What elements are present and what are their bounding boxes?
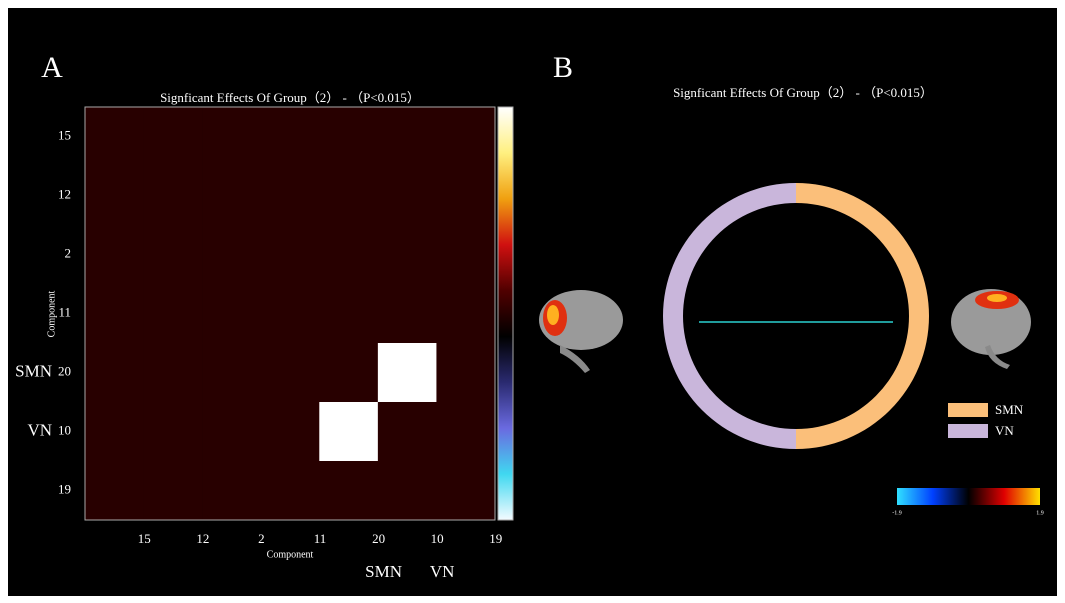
legend-label: SMN <box>995 402 1024 417</box>
heatmap-cell <box>85 107 144 167</box>
heatmap-cell <box>436 402 496 462</box>
heatmap-cell <box>202 402 262 462</box>
colorbar <box>897 488 1040 505</box>
y-tick-label: 12 <box>58 186 71 201</box>
panel-label: B <box>553 51 573 84</box>
y-tick-label: 19 <box>58 481 71 496</box>
heatmap-cell <box>260 225 320 285</box>
heatmap-cell <box>377 284 437 344</box>
chart-title: Signficant Effects Of Group（2） - （P<0.01… <box>160 90 420 105</box>
panel-label: A <box>41 51 63 84</box>
x-tick-label: 10 <box>431 531 444 546</box>
brain-left <box>539 290 623 373</box>
heatmap-cell <box>319 402 379 462</box>
heatmap-cell <box>319 284 379 344</box>
x-tick-label: 2 <box>258 531 265 546</box>
heatmap-cell <box>436 461 496 521</box>
legend-swatch <box>948 403 988 417</box>
heatmap-cell <box>377 402 437 462</box>
x-axis-label: Component <box>267 549 314 560</box>
y-tick-label: 2 <box>65 245 72 260</box>
heatmap-cell <box>202 225 262 285</box>
colorbar <box>497 106 514 521</box>
heatmap-cell <box>377 343 437 403</box>
y-tick-label: 15 <box>58 127 71 142</box>
x-tick-label: 15 <box>138 531 151 546</box>
heatmap-cell <box>143 107 203 167</box>
y-axis-label: Component <box>46 290 57 337</box>
chord-arc <box>796 183 929 449</box>
heatmap-cell <box>260 402 320 462</box>
heatmap-cell <box>85 461 144 521</box>
x-tick-label: 12 <box>196 531 209 546</box>
heatmap-cell <box>202 461 262 521</box>
heatmap-cell <box>143 402 203 462</box>
y-tick-label: 10 <box>58 422 71 437</box>
colorbar-tick-label: -1.9 <box>892 510 902 516</box>
heatmap-cell <box>436 343 496 403</box>
x-tick-label: 11 <box>314 531 327 546</box>
heatmap-cell <box>85 166 144 226</box>
heatmap-cell <box>143 166 203 226</box>
heatmap-cell <box>319 343 379 403</box>
brain-right <box>951 289 1031 369</box>
heatmap-cell <box>260 461 320 521</box>
network-label: VN <box>430 562 455 581</box>
network-label: SMN <box>365 562 402 581</box>
heatmap-cell <box>143 461 203 521</box>
network-label: SMN <box>15 361 52 380</box>
heatmap-cell <box>319 107 379 167</box>
heatmap-cell <box>143 284 203 344</box>
heatmap-cell <box>319 166 379 226</box>
heatmap-cell <box>85 284 144 344</box>
plot-frame <box>84 106 496 521</box>
heatmap-cell <box>436 284 496 344</box>
heatmap-cell <box>202 166 262 226</box>
heatmap-cell <box>85 225 144 285</box>
network-label: VN <box>27 420 52 439</box>
heatmap-cell <box>202 107 262 167</box>
heatmap-cell <box>436 166 496 226</box>
colorbar-tick-label: 1.9 <box>1036 510 1044 516</box>
chord-arc <box>663 183 796 449</box>
heatmap-cell <box>260 107 320 167</box>
chart-title: Signficant Effects Of Group（2） - （P<0.01… <box>673 85 933 100</box>
heatmap-cell <box>377 107 437 167</box>
heatmap-cell <box>260 284 320 344</box>
y-tick-label: 20 <box>58 363 71 378</box>
heatmap-cell <box>377 461 437 521</box>
heatmap-cell <box>377 166 437 226</box>
heatmap-cell <box>377 225 437 285</box>
heatmap-cell <box>202 343 262 403</box>
x-tick-label: 20 <box>372 531 385 546</box>
legend-label: VN <box>995 423 1014 438</box>
heatmap-cell <box>319 461 379 521</box>
heatmap-cell <box>436 225 496 285</box>
heatmap-cell <box>85 402 144 462</box>
heatmap-cell <box>260 166 320 226</box>
legend-swatch <box>948 424 988 438</box>
heatmap-cell <box>436 107 496 167</box>
heatmap-cell <box>202 284 262 344</box>
x-tick-label: 19 <box>489 531 502 546</box>
y-tick-label: 11 <box>58 304 71 319</box>
heatmap-cell <box>319 225 379 285</box>
heatmap-cell <box>143 343 203 403</box>
heatmap-cell <box>143 225 203 285</box>
heatmap-cell <box>85 343 144 403</box>
heatmap-cell <box>260 343 320 403</box>
